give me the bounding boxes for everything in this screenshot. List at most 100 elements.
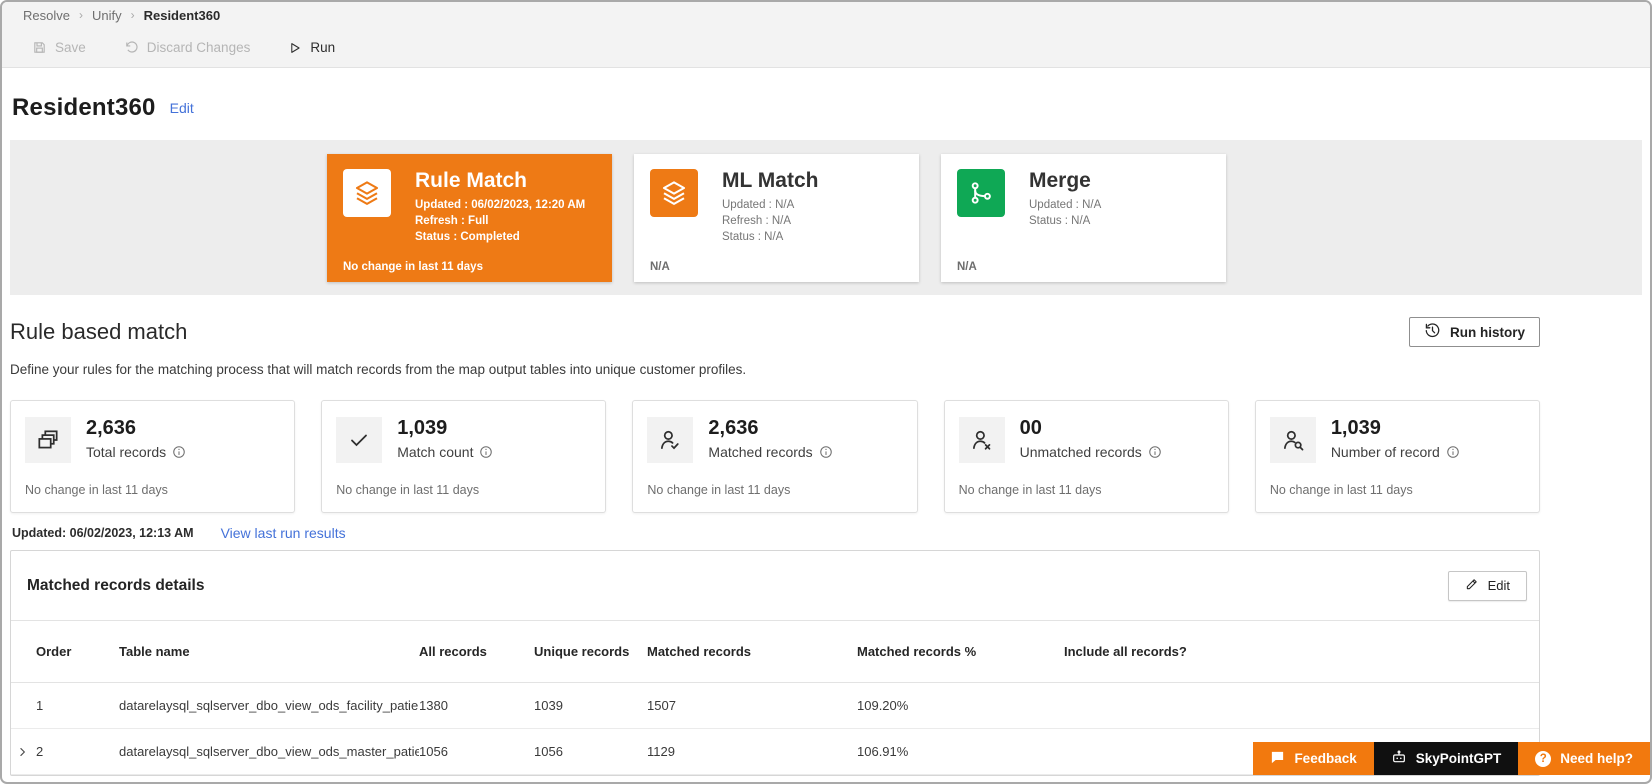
card-footer: No change in last 11 days — [343, 261, 483, 273]
column-matched-records: Matched records — [647, 644, 752, 659]
info-icon[interactable] — [819, 445, 833, 459]
stats-row: 2,636 Total records No change in last 11… — [10, 400, 1541, 513]
cell-unique-records: 1056 — [534, 744, 563, 759]
card-status: Status : N/A — [1029, 215, 1091, 227]
toolbar: Save Discard Changes Run — [2, 28, 1650, 68]
breadcrumb-unify[interactable]: Unify — [91, 7, 122, 23]
stat-footer: No change in last 11 days — [647, 483, 791, 497]
card-footer: N/A — [957, 261, 977, 273]
section-title: Rule based match — [10, 319, 188, 344]
expand-row-icon[interactable] — [17, 746, 28, 757]
column-include-all-records: Include all records? — [1064, 644, 1187, 659]
info-icon[interactable] — [172, 445, 186, 459]
matched-records-panel: Matched records details Edit Order Table… — [10, 550, 1540, 776]
stat-footer: No change in last 11 days — [1269, 483, 1413, 497]
run-button[interactable]: Run — [288, 40, 335, 55]
cell-matched-records-pct: 109.20% — [857, 698, 909, 713]
last-updated-text: Updated: 06/02/2023, 12:13 AM — [12, 526, 194, 540]
question-circle-icon: ? — [1535, 750, 1552, 767]
match-cards-band: Rule Match Updated : 06/02/2023, 12:20 A… — [10, 140, 1642, 295]
card-title: Merge — [1029, 169, 1091, 192]
section-description: Define your rules for the matching proce… — [10, 362, 747, 377]
need-help-button[interactable]: ? Need help? — [1518, 742, 1650, 775]
card-refresh: Refresh : N/A — [722, 215, 792, 227]
card-status: Status : Completed — [415, 231, 520, 243]
stat-footer: No change in last 11 days — [25, 483, 168, 497]
stat-card-match-count: 1,039 Match count No change in last 11 d… — [321, 400, 607, 513]
column-table-name: Table name — [119, 644, 190, 659]
card-updated: Updated : 06/02/2023, 12:20 AM — [415, 199, 586, 211]
stat-value: 2,636 — [86, 417, 137, 439]
column-unique-records: Unique records — [534, 644, 630, 659]
run-history-button[interactable]: Run history — [1408, 317, 1540, 347]
stat-label: Number of record — [1330, 444, 1440, 460]
cell-all-records: 1056 — [419, 744, 448, 759]
discard-changes-button[interactable]: Discard Changes — [124, 40, 250, 55]
view-last-run-results-link[interactable]: View last run results — [220, 525, 346, 541]
save-button[interactable]: Save — [32, 40, 86, 55]
bot-icon — [1391, 749, 1407, 768]
stat-value: 2,636 — [708, 417, 759, 439]
stat-label: Unmatched records — [1019, 444, 1142, 460]
check-icon — [336, 417, 383, 463]
column-all-records: All records — [419, 644, 487, 659]
cell-matched-records: 1507 — [647, 698, 676, 713]
pencil-icon — [1465, 577, 1479, 594]
cell-order: 2 — [11, 744, 119, 759]
stat-label: Total records — [86, 444, 167, 460]
skypointgpt-button[interactable]: SkyPointGPT — [1373, 742, 1519, 775]
chevron-right-icon: › — [78, 7, 83, 22]
page-title-row: Resident360 Edit — [10, 94, 1650, 122]
column-order: Order — [36, 644, 72, 659]
chat-bubble-icon — [1270, 750, 1285, 768]
stat-value: 1,039 — [1330, 417, 1381, 439]
card-footer: N/A — [650, 261, 670, 273]
merge-card[interactable]: Merge Updated : N/A Status : N/A N/A — [941, 154, 1226, 282]
history-icon — [1424, 322, 1441, 342]
info-icon[interactable] — [1148, 445, 1162, 459]
stat-card-total-records: 2,636 Total records No change in last 11… — [10, 400, 296, 513]
person-x-icon — [958, 417, 1005, 463]
stat-card-number-of-record: 1,039 Number of record No change in last… — [1254, 400, 1541, 513]
card-refresh: Refresh : Full — [415, 215, 489, 227]
table-row[interactable]: 2 datarelaysql_sqlserver_dbo_view_ods_ma… — [11, 729, 1539, 775]
card-title: Rule Match — [415, 169, 528, 192]
stat-footer: No change in last 11 days — [958, 483, 1102, 497]
cell-table-name: datarelaysql_sqlserver_dbo_view_ods_faci… — [119, 698, 419, 713]
cell-unique-records: 1039 — [534, 698, 563, 713]
rule-match-card[interactable]: Rule Match Updated : 06/02/2023, 12:20 A… — [327, 154, 612, 282]
card-title: ML Match — [722, 169, 819, 192]
chevron-right-icon: › — [130, 7, 135, 22]
undo-icon — [124, 40, 139, 55]
person-search-icon — [1269, 417, 1316, 463]
stat-value: 00 — [1019, 417, 1042, 439]
stat-card-matched-records: 2,636 Matched records No change in last … — [632, 400, 918, 513]
floating-buttons: Feedback SkyPointGPT ? Need help? — [1253, 742, 1650, 775]
panel-title: Matched records details — [27, 576, 205, 594]
page-title: Resident360 — [12, 94, 156, 121]
info-icon[interactable] — [1446, 445, 1460, 459]
info-icon[interactable] — [479, 445, 493, 459]
breadcrumb-current: Resident360 — [143, 7, 221, 23]
merge-icon — [957, 169, 1005, 217]
card-updated: Updated : N/A — [722, 199, 795, 211]
page-edit-link[interactable]: Edit — [169, 100, 194, 116]
layers-icon — [650, 169, 698, 217]
save-floppy-icon — [32, 40, 47, 55]
stat-value: 1,039 — [397, 417, 448, 439]
ml-match-card[interactable]: ML Match Updated : N/A Refresh : N/A Sta… — [634, 154, 919, 282]
feedback-button[interactable]: Feedback — [1253, 742, 1374, 775]
play-icon — [288, 41, 302, 55]
edit-button[interactable]: Edit — [1447, 570, 1527, 601]
layers-icon — [343, 169, 391, 217]
breadcrumb: Resolve › Unify › Resident360 — [2, 2, 1650, 28]
table-row[interactable]: 1 datarelaysql_sqlserver_dbo_view_ods_fa… — [11, 683, 1539, 729]
cell-matched-records: 1129 — [647, 744, 675, 759]
table-header-row: Order Table name All records Unique reco… — [11, 621, 1539, 683]
cell-order: 1 — [36, 698, 44, 713]
stat-footer: No change in last 11 days — [336, 483, 480, 497]
cell-matched-records-pct: 106.91% — [857, 744, 909, 759]
stat-label: Match count — [397, 444, 474, 460]
card-updated: Updated : N/A — [1029, 199, 1102, 211]
breadcrumb-resolve[interactable]: Resolve — [23, 7, 70, 23]
